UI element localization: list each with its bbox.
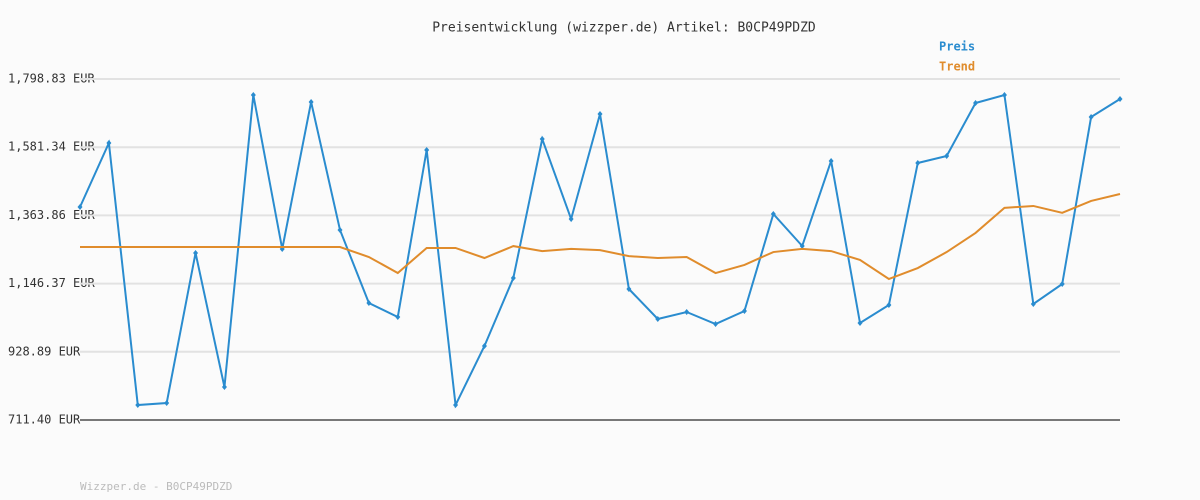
- y-tick-label: 928.89 EUR: [8, 344, 81, 358]
- footer: Wizzper.de - B0CP49PDZD: [80, 480, 232, 493]
- point-marker: [1030, 301, 1036, 308]
- point-marker: [481, 342, 487, 349]
- legend-entry: Preis: [939, 40, 975, 54]
- point-marker: [915, 159, 921, 166]
- point-marker: [366, 300, 372, 307]
- point-marker: [308, 98, 314, 105]
- legend-entry: Trend: [939, 60, 975, 74]
- series-line: [80, 193, 1121, 281]
- point-marker: [626, 285, 632, 292]
- point-marker: [828, 157, 834, 164]
- point-marker: [135, 402, 141, 409]
- point-marker: [221, 384, 227, 391]
- point-marker: [655, 315, 661, 322]
- point-marker: [106, 139, 112, 146]
- point-marker: [568, 215, 574, 222]
- point-marker: [713, 321, 719, 328]
- point-marker: [337, 226, 343, 233]
- point-marker: [857, 320, 863, 327]
- y-tick-label: 1,581.34 EUR: [8, 140, 95, 154]
- point-marker: [741, 307, 747, 314]
- point-marker: [424, 147, 430, 154]
- point-marker: [1001, 92, 1007, 99]
- point-marker: [395, 313, 401, 320]
- point-marker: [193, 249, 199, 256]
- point-marker: [250, 92, 256, 99]
- y-tick-label: 1,363.86 EUR: [8, 208, 95, 222]
- point-marker: [539, 135, 545, 142]
- point-marker: [1088, 113, 1094, 120]
- point-marker: [1059, 280, 1065, 287]
- point-marker: [164, 400, 170, 407]
- point-marker: [684, 309, 690, 316]
- point-marker: [770, 211, 776, 218]
- y-tick-label: 1,798.83 EUR: [8, 72, 95, 86]
- point-marker: [1117, 95, 1123, 102]
- y-tick-label: 1,146.37 EUR: [8, 276, 95, 290]
- point-marker: [973, 99, 979, 106]
- point-marker: [597, 111, 603, 118]
- point-marker: [510, 275, 516, 282]
- y-tick-label: 711.40 EUR: [8, 413, 81, 427]
- point-marker: [77, 203, 83, 210]
- point-marker: [944, 152, 950, 159]
- chart-title: Preisentwicklung (wizzper.de) Artikel: B…: [432, 21, 816, 36]
- point-marker: [799, 242, 805, 249]
- point-marker: [886, 302, 892, 309]
- point-marker: [453, 402, 459, 409]
